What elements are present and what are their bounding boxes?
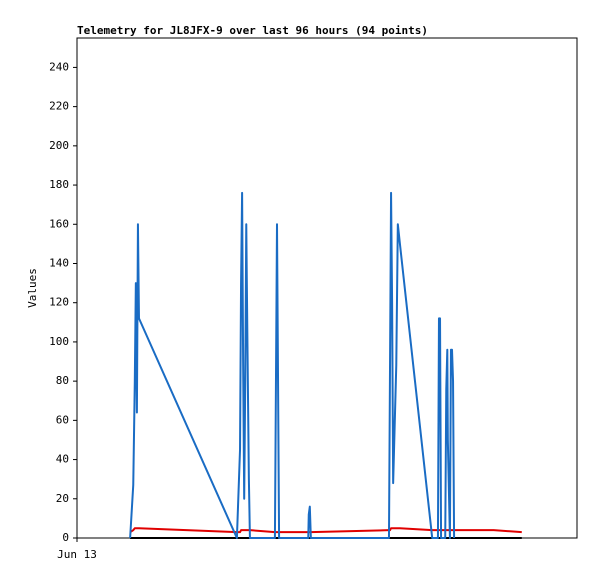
- y-tick-label: 100: [49, 335, 69, 348]
- y-tick-label: 60: [56, 413, 69, 426]
- y-tick-label: 0: [62, 531, 69, 544]
- y-tick-label: 180: [49, 178, 69, 191]
- x-tick-label: Jun 13: [57, 548, 97, 561]
- y-tick-label: 120: [49, 296, 69, 309]
- y-tick-label: 80: [56, 374, 69, 387]
- y-tick-label: 220: [49, 100, 69, 113]
- y-tick-label: 160: [49, 217, 69, 230]
- plot-frame: [76, 37, 578, 539]
- y-tick-label: 140: [49, 256, 69, 269]
- y-tick-label: 40: [56, 453, 69, 466]
- y-tick-label: 240: [49, 60, 69, 73]
- chart-title: Telemetry for JL8JFX-9 over last 96 hour…: [77, 24, 428, 37]
- y-axis-label: Values: [26, 268, 39, 308]
- y-tick-label: 20: [56, 492, 69, 505]
- series-line: [129, 527, 522, 534]
- series-line: [129, 191, 456, 539]
- y-tick-label: 200: [49, 139, 69, 152]
